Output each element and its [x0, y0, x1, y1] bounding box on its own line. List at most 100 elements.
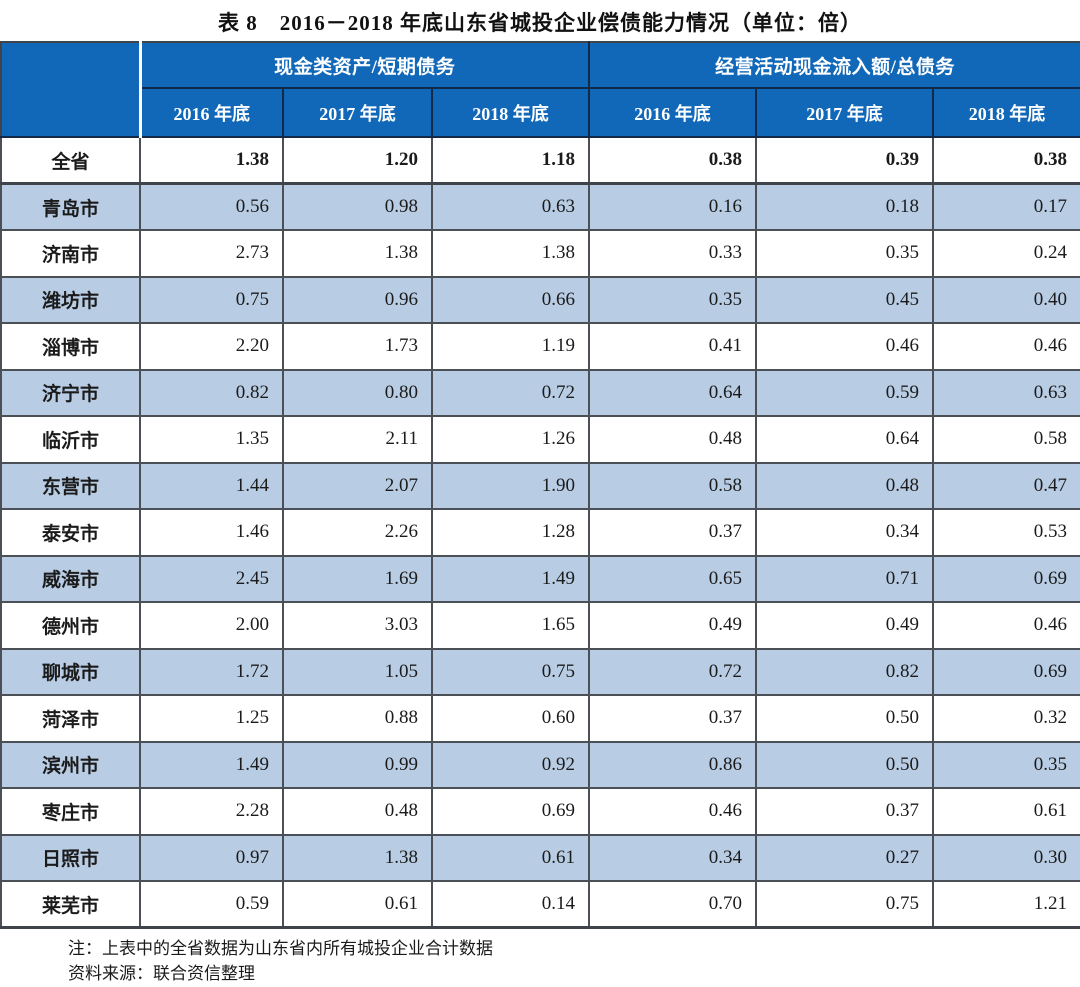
cell-value: 0.69 — [430, 787, 591, 836]
cell-value: 0.34 — [588, 833, 758, 882]
row-label: 枣庄市 — [0, 787, 141, 836]
cell-value: 2.45 — [139, 554, 284, 603]
cell-value: 0.16 — [588, 182, 758, 231]
table-row: 泰安市 1.46 2.26 1.28 0.37 0.34 0.53 — [0, 508, 1080, 557]
table-row: 莱芜市 0.59 0.61 0.14 0.70 0.75 1.21 — [0, 880, 1080, 929]
cell-value: 2.07 — [282, 461, 433, 510]
row-label: 济南市 — [0, 229, 141, 278]
cell-value: 0.45 — [755, 275, 935, 324]
table-footnotes: 注：上表中的全省数据为山东省内所有城投企业合计数据 资料来源：联合资信整理 — [68, 936, 1080, 986]
cell-value: 0.27 — [755, 833, 935, 882]
row-label: 东营市 — [0, 461, 141, 510]
cell-value: 0.96 — [282, 275, 433, 324]
cell-value: 1.26 — [430, 415, 591, 464]
cell-value: 1.19 — [430, 322, 591, 371]
cell-value: 0.72 — [588, 647, 758, 696]
cell-value: 0.40 — [932, 275, 1080, 324]
table-note: 注：上表中的全省数据为山东省内所有城投企业合计数据 — [68, 939, 493, 958]
cell-value: 0.38 — [932, 136, 1080, 185]
row-label: 全省 — [0, 136, 141, 185]
table-header: 现金类资产/短期债务 经营活动现金流入额/总债务 2016 年底 2017 年底… — [0, 41, 1080, 138]
corner-cell — [0, 41, 142, 138]
cell-value: 1.20 — [282, 136, 433, 185]
cell-value: 0.38 — [588, 136, 758, 185]
row-label: 泰安市 — [0, 508, 141, 557]
cell-value: 0.65 — [588, 554, 758, 603]
table-row: 菏泽市 1.25 0.88 0.60 0.37 0.50 0.32 — [0, 694, 1080, 743]
cell-value: 0.30 — [932, 833, 1080, 882]
cell-value: 0.34 — [755, 508, 935, 557]
cell-value: 0.75 — [430, 647, 591, 696]
cell-value: 0.69 — [932, 554, 1080, 603]
row-label: 淄博市 — [0, 322, 141, 371]
table-row: 济宁市 0.82 0.80 0.72 0.64 0.59 0.63 — [0, 368, 1080, 417]
row-label: 莱芜市 — [0, 880, 141, 929]
year-subheader: 2017 年底 — [282, 87, 433, 138]
cell-value: 0.82 — [755, 647, 935, 696]
cell-value: 1.35 — [139, 415, 284, 464]
cell-value: 0.35 — [932, 740, 1080, 789]
cell-value: 0.46 — [755, 322, 935, 371]
row-label: 威海市 — [0, 554, 141, 603]
cell-value: 1.49 — [139, 740, 284, 789]
row-label: 德州市 — [0, 601, 141, 650]
cell-value: 1.69 — [282, 554, 433, 603]
cell-value: 1.46 — [139, 508, 284, 557]
cell-value: 0.64 — [755, 415, 935, 464]
cell-value: 0.48 — [282, 787, 433, 836]
table-row: 威海市 2.45 1.69 1.49 0.65 0.71 0.69 — [0, 554, 1080, 603]
table-row: 聊城市 1.72 1.05 0.75 0.72 0.82 0.69 — [0, 647, 1080, 696]
year-subheader: 2016 年底 — [139, 87, 284, 138]
cell-value: 0.59 — [139, 880, 284, 929]
cell-value: 0.70 — [588, 880, 758, 929]
cell-value: 0.59 — [755, 368, 935, 417]
cell-value: 0.72 — [430, 368, 591, 417]
data-source: 资料来源：联合资信整理 — [68, 964, 255, 983]
cell-value: 0.92 — [430, 740, 591, 789]
cell-value: 0.61 — [282, 880, 433, 929]
table-row: 淄博市 2.20 1.73 1.19 0.41 0.46 0.46 — [0, 322, 1080, 371]
cell-value: 1.05 — [282, 647, 433, 696]
cell-value: 0.60 — [430, 694, 591, 743]
cell-value: 0.17 — [932, 182, 1080, 231]
cell-value: 1.49 — [430, 554, 591, 603]
cell-value: 0.75 — [139, 275, 284, 324]
cell-value: 0.35 — [588, 275, 758, 324]
debt-capacity-table: 现金类资产/短期债务 经营活动现金流入额/总债务 2016 年底 2017 年底… — [0, 41, 1080, 929]
table-row: 济南市 2.73 1.38 1.38 0.33 0.35 0.24 — [0, 229, 1080, 278]
cell-value: 0.46 — [932, 322, 1080, 371]
cell-value: 0.46 — [932, 601, 1080, 650]
year-subheader: 2017 年底 — [755, 87, 935, 138]
cell-value: 0.41 — [588, 322, 758, 371]
cell-value: 0.86 — [588, 740, 758, 789]
cell-value: 0.58 — [588, 461, 758, 510]
cell-value: 2.20 — [139, 322, 284, 371]
cell-value: 0.82 — [139, 368, 284, 417]
cell-value: 0.61 — [932, 787, 1080, 836]
cell-value: 0.69 — [932, 647, 1080, 696]
cell-value: 0.48 — [755, 461, 935, 510]
year-header-row: 2016 年底 2017 年底 2018 年底 2016 年底 2017 年底 … — [1, 87, 1080, 138]
cell-value: 0.63 — [430, 182, 591, 231]
cell-value: 2.26 — [282, 508, 433, 557]
cell-value: 1.38 — [282, 229, 433, 278]
table-row: 滨州市 1.49 0.99 0.92 0.86 0.50 0.35 — [0, 740, 1080, 789]
year-subheader: 2018 年底 — [430, 87, 591, 138]
cell-value: 2.11 — [282, 415, 433, 464]
table-row: 德州市 2.00 3.03 1.65 0.49 0.49 0.46 — [0, 601, 1080, 650]
cell-value: 0.97 — [139, 833, 284, 882]
cell-value: 1.18 — [430, 136, 591, 185]
cell-value: 0.56 — [139, 182, 284, 231]
cell-value: 0.53 — [932, 508, 1080, 557]
row-label: 日照市 — [0, 833, 141, 882]
table-row: 潍坊市 0.75 0.96 0.66 0.35 0.45 0.40 — [0, 275, 1080, 324]
cell-value: 0.58 — [932, 415, 1080, 464]
cell-value: 0.50 — [755, 694, 935, 743]
cell-value: 1.72 — [139, 647, 284, 696]
row-label: 济宁市 — [0, 368, 141, 417]
cell-value: 0.63 — [932, 368, 1080, 417]
cell-value: 0.66 — [430, 275, 591, 324]
row-label: 青岛市 — [0, 182, 141, 231]
table-row: 临沂市 1.35 2.11 1.26 0.48 0.64 0.58 — [0, 415, 1080, 464]
